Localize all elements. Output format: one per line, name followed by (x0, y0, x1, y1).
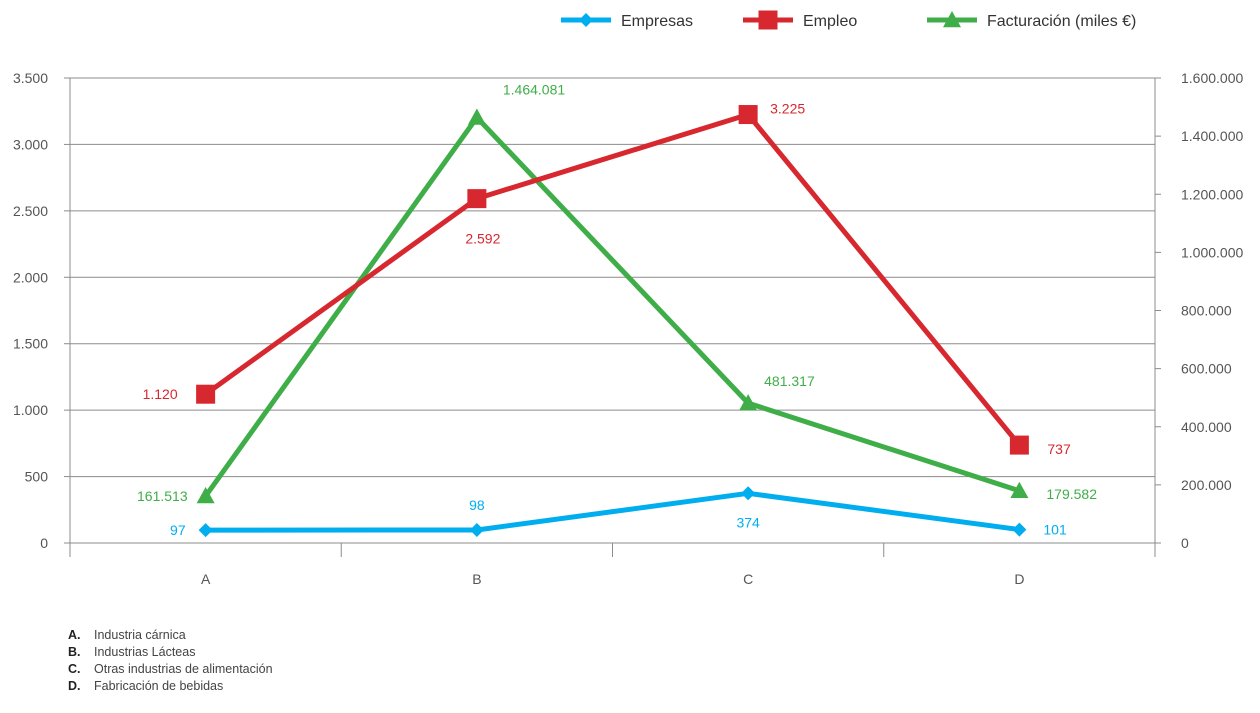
left-tick-label: 3.500 (13, 70, 48, 86)
data-label-facturacion: 1.464.081 (503, 82, 565, 98)
data-point-empresas (198, 523, 213, 538)
x-tick-label: B (472, 571, 481, 587)
gridlines (70, 77, 1155, 478)
left-tick-label: 2.500 (13, 203, 48, 219)
left-tick-label: 3.000 (13, 136, 48, 152)
legend-marker-facturacion (943, 11, 961, 28)
data-point-facturacion (196, 487, 215, 504)
note-text: Fabricación de bebidas (94, 679, 224, 693)
x-tick-label: A (201, 571, 211, 587)
data-label-empleo: 737 (1047, 441, 1071, 457)
data-point-facturacion (739, 394, 758, 411)
right-tick-label: 600.000 (1181, 361, 1232, 377)
series-markers (196, 105, 1029, 538)
data-labels: 161.513 1.464.081 481.317 179.582 1.120 2.592… (137, 82, 1097, 539)
data-label-empleo: 3.225 (770, 101, 805, 117)
note-key: D. (68, 679, 81, 693)
note-c: C. Otras industrias de alimentación (68, 661, 273, 678)
left-tick-label: 500 (25, 469, 49, 485)
data-label-facturacion: 161.513 (137, 488, 188, 504)
x-tick-label: C (743, 571, 753, 587)
left-tick-label: 1.000 (13, 402, 48, 418)
left-tick-label: 1.500 (13, 336, 48, 352)
right-tick-label: 1.600.000 (1181, 70, 1243, 86)
data-point-empleo (738, 105, 758, 125)
legend-marker-empleo (758, 10, 778, 30)
right-tick-label: 1.000.000 (1181, 244, 1243, 260)
legend: Empresas Empleo Facturación (miles €) (561, 10, 1136, 30)
left-tick-label: 2.000 (13, 269, 48, 285)
data-label-empresas: 374 (736, 514, 760, 530)
data-point-empleo (1009, 435, 1029, 455)
data-point-empleo (467, 189, 487, 209)
data-label-empresas: 98 (469, 497, 485, 513)
right-tick-label: 800.000 (1181, 303, 1232, 319)
data-label-facturacion: 481.317 (764, 373, 815, 389)
right-tick-label: 1.200.000 (1181, 186, 1243, 202)
note-a: A. Industria cárnica (68, 627, 273, 644)
note-d: D. Fabricación de bebidas (68, 678, 273, 695)
x-tick-label: D (1014, 571, 1024, 587)
data-point-facturacion (1010, 481, 1029, 499)
axes: 0 500 1.000 1.500 2.000 2.500 3.000 3.500 0 200.0… (13, 70, 1244, 587)
note-text: Industrias Lácteas (94, 645, 196, 659)
legend-label-empleo: Empleo (803, 13, 857, 30)
note-key: C. (68, 662, 81, 676)
data-label-facturacion: 179.582 (1046, 486, 1097, 502)
right-tick-label: 1.400.000 (1181, 128, 1243, 144)
legend-label-facturacion: Facturación (miles €) (987, 13, 1136, 30)
data-point-facturacion (467, 108, 486, 125)
series-line-empresas (203, 490, 1022, 533)
note-key: A. (68, 628, 81, 642)
right-tick-label: 200.000 (1181, 477, 1232, 493)
legend-label-empresas: Empresas (621, 13, 693, 30)
data-point-empresas (469, 522, 484, 537)
category-notes: A. Industria cárnica B. Industrias Lácteas… (68, 627, 273, 695)
data-label-empresas: 101 (1043, 522, 1067, 538)
line-chart: 0 500 1.000 1.500 2.000 2.500 3.000 3.500 0 200.0… (13, 10, 1244, 587)
data-label-empleo: 1.120 (143, 386, 178, 402)
data-point-empresas (1012, 522, 1027, 537)
right-tick-label: 400.000 (1181, 419, 1232, 435)
note-key: B. (68, 645, 81, 659)
series-line-empleo (203, 112, 1022, 448)
data-label-empleo: 2.592 (465, 231, 500, 247)
data-label-empresas: 97 (170, 522, 186, 538)
note-b: B. Industrias Lácteas (68, 644, 273, 661)
note-text: Otras industrias de alimentación (94, 662, 273, 676)
data-point-empresas (741, 486, 756, 501)
note-text: Industria cárnica (94, 628, 186, 642)
series-line-facturacion (203, 115, 1022, 499)
series-lines (203, 112, 1022, 533)
left-tick-label: 0 (40, 535, 48, 551)
legend-marker-empresas (579, 13, 593, 27)
data-point-empleo (196, 384, 216, 404)
right-tick-label: 0 (1181, 535, 1189, 551)
